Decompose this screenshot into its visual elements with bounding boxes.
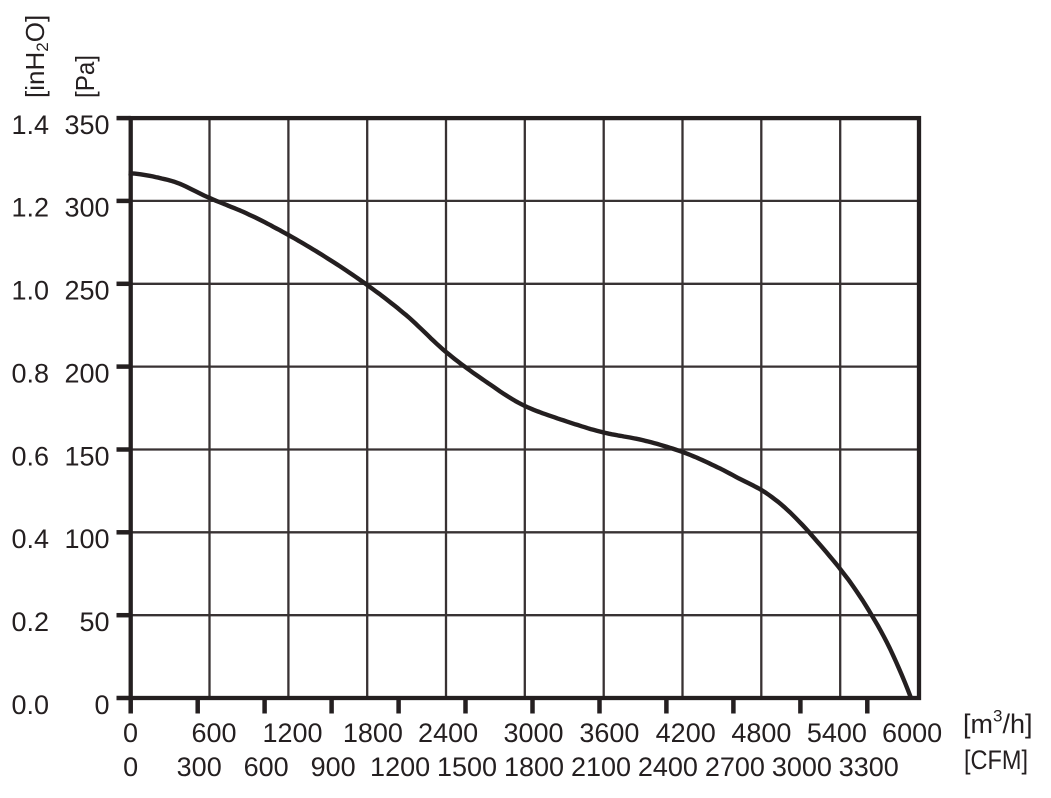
svg-text:1.0: 1.0	[11, 276, 49, 306]
svg-text:300: 300	[64, 193, 109, 223]
svg-text:3000: 3000	[772, 752, 832, 782]
svg-text:3600: 3600	[579, 718, 639, 748]
svg-text:1200: 1200	[262, 718, 322, 748]
svg-text:50: 50	[79, 607, 109, 637]
svg-text:1800: 1800	[343, 718, 403, 748]
svg-text:[CFM]: [CFM]	[964, 745, 1028, 775]
svg-text:200: 200	[64, 358, 109, 388]
svg-text:4800: 4800	[731, 718, 791, 748]
svg-text:0: 0	[123, 718, 138, 748]
svg-text:1.4: 1.4	[11, 110, 49, 140]
svg-text:[Pa]: [Pa]	[70, 55, 100, 98]
svg-text:5400: 5400	[807, 718, 867, 748]
svg-text:0.4: 0.4	[11, 524, 49, 554]
svg-text:0: 0	[123, 752, 138, 782]
svg-text:0.6: 0.6	[11, 441, 49, 471]
svg-text:150: 150	[64, 441, 109, 471]
svg-text:1.2: 1.2	[11, 193, 49, 223]
svg-text:6000: 6000	[882, 718, 942, 748]
svg-text:2700: 2700	[705, 752, 765, 782]
svg-text:4200: 4200	[656, 718, 716, 748]
svg-text:300: 300	[177, 752, 222, 782]
svg-text:600: 600	[244, 752, 289, 782]
svg-text:250: 250	[64, 276, 109, 306]
svg-text:2100: 2100	[571, 752, 631, 782]
svg-text:350: 350	[64, 110, 109, 140]
svg-text:1500: 1500	[437, 752, 497, 782]
svg-text:0.0: 0.0	[11, 690, 49, 720]
svg-text:1200: 1200	[370, 752, 430, 782]
svg-text:100: 100	[64, 524, 109, 554]
svg-text:0: 0	[94, 690, 109, 720]
svg-text:[inH2O]: [inH2O]	[20, 15, 52, 98]
svg-text:600: 600	[191, 718, 236, 748]
svg-text:1800: 1800	[504, 752, 564, 782]
svg-text:0.8: 0.8	[11, 358, 49, 388]
svg-text:2400: 2400	[418, 718, 478, 748]
svg-text:3000: 3000	[503, 718, 563, 748]
svg-text:2400: 2400	[638, 752, 698, 782]
svg-text:[m3/h]: [m3/h]	[963, 707, 1033, 740]
svg-text:3300: 3300	[839, 752, 899, 782]
svg-text:0.2: 0.2	[11, 607, 49, 637]
svg-text:900: 900	[311, 752, 356, 782]
